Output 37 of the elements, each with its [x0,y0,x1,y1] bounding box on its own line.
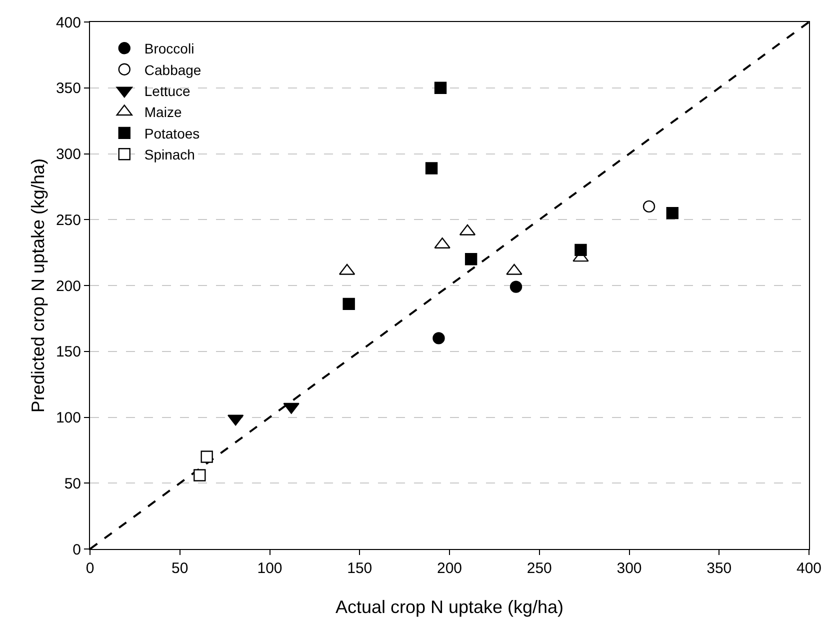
y-axis-title: Predicted crop N uptake (kg/ha) [28,158,48,413]
point [666,206,678,220]
x-tick-label: 200 [436,560,462,577]
legend-label: Maize [144,104,182,120]
point [342,298,355,310]
y-tick-label: 250 [56,212,81,229]
x-tick-label: 100 [257,560,282,577]
legend-label: Cabbage [144,62,202,78]
point [194,469,206,482]
y-tick-label: 150 [56,344,81,361]
x-tick-label: 150 [347,560,372,577]
y-tick-label: 50 [64,475,81,492]
x-tick-label: 250 [526,560,552,577]
legend-label: Spinach [144,146,195,163]
x-tick-label: 0 [86,560,94,577]
y-tick-label: 300 [56,146,81,163]
point [510,280,522,293]
point [574,244,587,256]
x-tick-label: 350 [706,560,732,577]
x-tick-label: 300 [616,560,642,577]
point [200,450,213,463]
point [432,332,445,344]
y-tick-label: 400 [56,14,81,32]
point [464,253,478,266]
x-tick-label: 50 [172,560,188,577]
legend-label: Lettuce [144,83,191,99]
legend-label: Broccoli [144,40,194,57]
y-tick-label: 350 [56,80,81,98]
legend-label: Potatoes [144,125,200,142]
y-tick-label: 100 [56,410,81,426]
y-tick-label: 200 [56,278,81,295]
x-axis-title: Actual crop N uptake (kg/ha) [335,597,564,617]
y-tick-label: 0 [72,541,81,558]
point [434,82,447,94]
point [425,162,438,174]
x-tick-label: 400 [796,560,822,577]
point [642,200,656,213]
